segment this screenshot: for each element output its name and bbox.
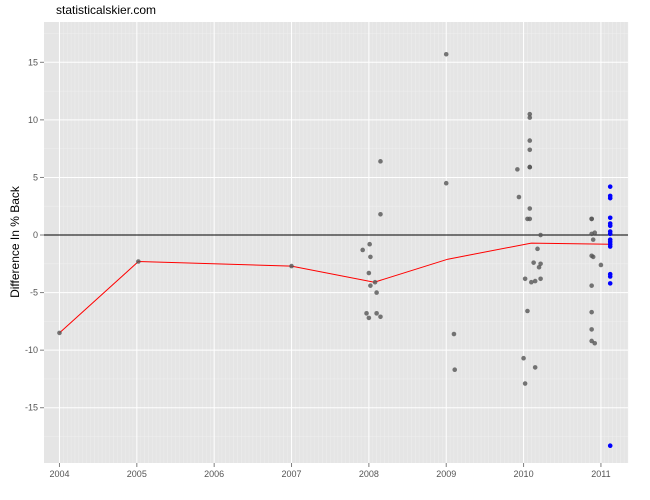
x-tick-label: 2009 bbox=[436, 469, 456, 479]
data-point bbox=[378, 159, 383, 164]
data-point bbox=[367, 241, 372, 247]
data-point bbox=[522, 276, 528, 282]
x-tick-label: 2006 bbox=[204, 469, 224, 479]
data-point bbox=[527, 216, 533, 222]
data-point bbox=[522, 381, 528, 386]
data-point bbox=[516, 194, 522, 200]
x-tick-label: 2011 bbox=[591, 469, 610, 479]
data-point-current bbox=[607, 231, 613, 237]
data-point bbox=[589, 309, 594, 315]
data-point bbox=[598, 262, 604, 268]
data-point-current bbox=[607, 443, 613, 449]
data-point bbox=[538, 261, 543, 267]
data-point bbox=[590, 254, 596, 260]
data-point bbox=[372, 279, 378, 285]
x-tick-label: 2007 bbox=[282, 469, 302, 479]
data-point-current bbox=[607, 223, 613, 229]
data-point bbox=[536, 264, 542, 270]
data-point bbox=[589, 216, 594, 222]
data-point-current bbox=[607, 281, 613, 286]
data-point bbox=[451, 331, 457, 337]
minor-gridlines bbox=[44, 22, 629, 463]
data-point bbox=[532, 365, 538, 370]
data-point bbox=[378, 211, 383, 217]
data-point bbox=[531, 260, 536, 265]
y-tick-label: 5 bbox=[33, 172, 38, 182]
y-axis: -15 -10 -5 0 5 10 15 bbox=[25, 57, 44, 413]
data-point bbox=[364, 311, 369, 316]
data-point bbox=[589, 283, 594, 288]
data-point bbox=[525, 308, 530, 314]
data-point bbox=[289, 263, 294, 269]
data-point-current bbox=[607, 195, 613, 201]
data-point bbox=[527, 147, 533, 153]
y-tick-label: 0 bbox=[33, 230, 38, 240]
data-point bbox=[360, 247, 365, 253]
x-tick-label: 2005 bbox=[127, 469, 147, 479]
y-axis-label: Difference In % Back bbox=[8, 185, 22, 298]
x-tick-label: 2010 bbox=[514, 469, 534, 479]
y-tick-label: -15 bbox=[25, 403, 38, 413]
data-point bbox=[527, 115, 533, 120]
data-point bbox=[527, 111, 533, 117]
data-point bbox=[368, 283, 373, 288]
plot-panel bbox=[44, 22, 628, 463]
data-point bbox=[378, 314, 383, 320]
data-point bbox=[443, 51, 449, 57]
y-tick-label: -10 bbox=[25, 345, 38, 355]
data-point bbox=[452, 367, 458, 373]
x-tick-label: 2004 bbox=[49, 469, 69, 479]
data-point bbox=[529, 279, 534, 285]
data-point bbox=[592, 340, 598, 346]
x-tick-label: 2008 bbox=[359, 469, 379, 479]
data-point bbox=[527, 138, 533, 143]
data-point bbox=[515, 167, 520, 172]
data-point bbox=[366, 315, 372, 321]
data-point bbox=[589, 327, 594, 332]
data-point-current bbox=[607, 274, 613, 279]
data-point bbox=[532, 278, 538, 284]
data-point-current bbox=[607, 215, 613, 221]
data-points bbox=[57, 51, 613, 449]
data-point bbox=[368, 254, 373, 260]
data-point bbox=[443, 180, 449, 186]
data-point bbox=[538, 276, 543, 282]
data-point bbox=[590, 237, 596, 242]
y-tick-label: -5 bbox=[30, 288, 38, 298]
data-point bbox=[527, 206, 533, 211]
data-point bbox=[538, 232, 543, 238]
data-point bbox=[521, 355, 526, 361]
data-point bbox=[527, 164, 533, 170]
watermark: statisticalskier.com bbox=[56, 3, 157, 17]
data-point-current bbox=[607, 244, 613, 249]
data-point bbox=[366, 270, 372, 276]
data-point bbox=[374, 311, 379, 316]
y-tick-label: 10 bbox=[28, 115, 38, 125]
data-point bbox=[374, 290, 379, 295]
data-point bbox=[535, 246, 540, 252]
data-point bbox=[136, 259, 141, 264]
data-point bbox=[592, 230, 598, 236]
x-axis: 2004 2005 2006 2007 2008 2009 2010 2011 bbox=[49, 463, 611, 479]
data-point bbox=[57, 330, 62, 336]
data-point-current bbox=[607, 184, 613, 189]
y-tick-label: 15 bbox=[28, 57, 38, 67]
